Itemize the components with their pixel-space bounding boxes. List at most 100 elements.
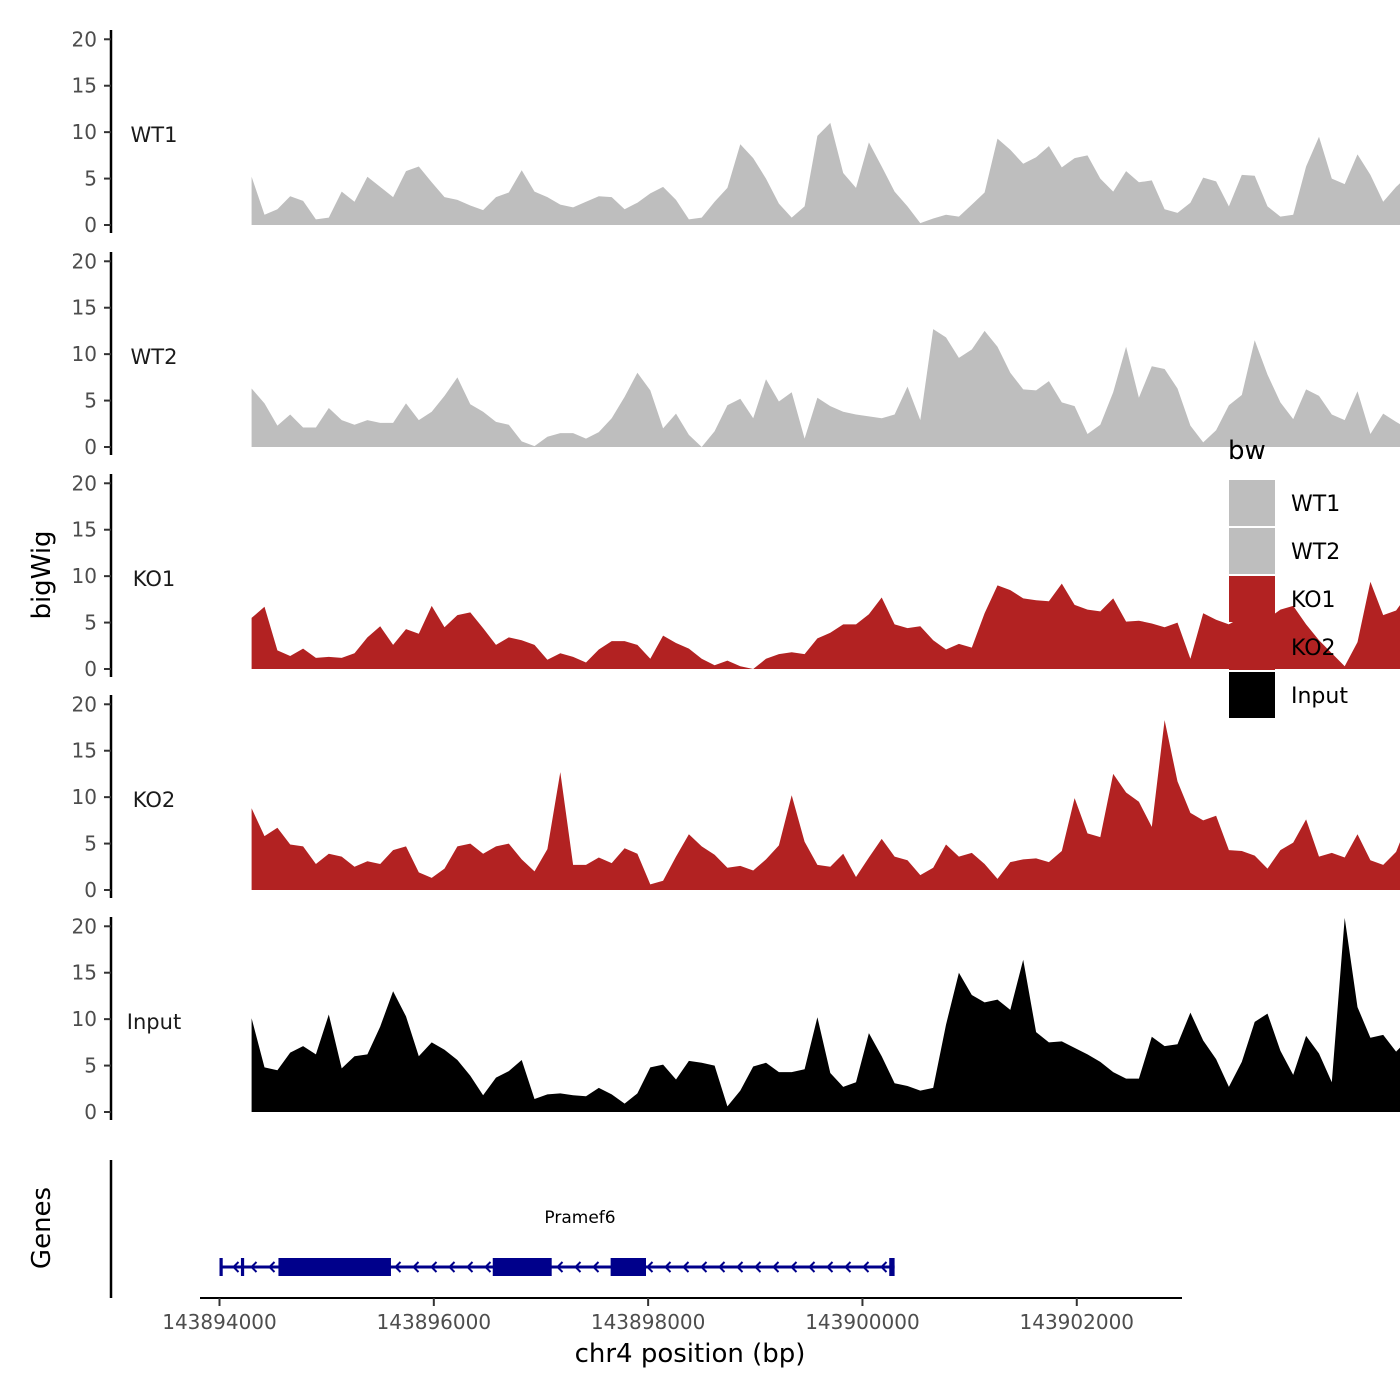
strand-arrow-icon — [880, 1261, 888, 1273]
y-tick-label: 5 — [84, 832, 97, 856]
legend-label: WT2 — [1291, 540, 1340, 565]
y-tick-label: 15 — [72, 74, 97, 98]
strand-arrow-icon — [736, 1261, 744, 1273]
strand-arrow-icon — [484, 1261, 492, 1273]
strand-arrow-icon — [646, 1261, 654, 1273]
genes-track: Genes Pramef6 — [27, 1160, 895, 1298]
y-tick-label: 10 — [72, 564, 97, 588]
y-tick-label: 20 — [72, 692, 97, 716]
y-tick-label: 5 — [84, 611, 97, 635]
gene-model — [219, 1258, 895, 1276]
panel-ko2: 0 5 10 15 20 KO2 — [72, 692, 1400, 902]
y-tick-label: 15 — [72, 296, 97, 320]
y-tick-label: 10 — [72, 1007, 97, 1031]
strand-arrow-icon — [664, 1261, 672, 1273]
legend-swatch — [1229, 624, 1275, 670]
strand-arrow-icon — [448, 1261, 456, 1273]
y-tick-label: 10 — [72, 342, 97, 366]
strand-arrow-icon — [250, 1261, 258, 1273]
legend-label: Input — [1291, 684, 1348, 709]
strand-arrow-icon — [682, 1261, 690, 1273]
legend-item-wt2: WT2 — [1229, 528, 1340, 574]
panel-input: 0 5 10 15 20 Input — [72, 914, 1400, 1124]
legend: bw WT1 WT2 KO1 KO2 Input — [1228, 436, 1348, 718]
genes-track-title: Genes — [27, 1187, 57, 1269]
coverage-area-ko2 — [251, 720, 1400, 890]
y-tick-label: 0 — [84, 1100, 97, 1124]
gene-exon — [219, 1258, 223, 1276]
strand-arrow-icon — [394, 1261, 402, 1273]
gene-name-label: Pramef6 — [544, 1208, 615, 1228]
y-tick-label: 5 — [84, 389, 97, 413]
strand-arrow-icon — [592, 1261, 600, 1273]
y-tick-label: 0 — [84, 657, 97, 681]
x-tick-label: 143896000 — [377, 1310, 492, 1334]
y-tick-label: 0 — [84, 878, 97, 902]
y-tick-label: 20 — [72, 471, 97, 495]
y-tick-label: 0 — [84, 435, 97, 459]
strand-arrow-icon — [772, 1261, 780, 1273]
x-tick-label: 143898000 — [591, 1310, 706, 1334]
legend-title: bw — [1228, 436, 1266, 466]
legend-label: WT1 — [1291, 492, 1340, 517]
y-tick-label: 5 — [84, 1054, 97, 1078]
strand-arrow-icon — [808, 1261, 816, 1273]
y-tick-label: 20 — [72, 914, 97, 938]
coverage-area-input — [251, 917, 1400, 1112]
track-label-wt1: WT1 — [131, 123, 178, 147]
strand-arrow-icon — [862, 1261, 870, 1273]
y-tick-label: 15 — [72, 961, 97, 985]
y-tick-label: 10 — [72, 120, 97, 144]
strand-arrow-icon — [412, 1261, 420, 1273]
y-tick-label: 15 — [72, 739, 97, 763]
strand-arrow-icon — [430, 1261, 438, 1273]
legend-swatch — [1229, 480, 1275, 526]
legend-items: WT1 WT2 KO1 KO2 Input — [1229, 480, 1348, 718]
legend-swatch — [1229, 576, 1275, 622]
y-tick-label: 20 — [72, 249, 97, 273]
strand-arrow-icon — [826, 1261, 834, 1273]
track-label-input: Input — [127, 1010, 181, 1034]
gene-exon — [278, 1258, 391, 1276]
y-tick-label: 10 — [72, 785, 97, 809]
gene-exon — [889, 1258, 895, 1276]
y-axis-title: bigWig — [27, 530, 57, 619]
track-label-ko2: KO2 — [133, 788, 176, 812]
coverage-area-wt2 — [251, 329, 1400, 447]
strand-arrow-icon — [232, 1261, 240, 1273]
y-tick-label: 20 — [72, 27, 97, 51]
strand-arrow-icon — [574, 1261, 582, 1273]
legend-label: KO2 — [1291, 636, 1336, 661]
gene-exon — [610, 1258, 646, 1276]
y-tick-label: 5 — [84, 167, 97, 191]
strand-arrow-icon — [844, 1261, 852, 1273]
y-tick-label: 0 — [84, 213, 97, 237]
x-tick-label: 143900000 — [805, 1310, 920, 1334]
track-label-wt2: WT2 — [131, 345, 178, 369]
track-label-ko1: KO1 — [133, 567, 176, 591]
strand-arrow-icon — [556, 1261, 564, 1273]
strand-arrow-icon — [754, 1261, 762, 1273]
strand-arrow-icon — [790, 1261, 798, 1273]
legend-item-input: Input — [1229, 672, 1348, 718]
gene-exon — [492, 1258, 552, 1276]
y-tick-label: 15 — [72, 518, 97, 542]
legend-swatch — [1229, 528, 1275, 574]
strand-arrow-icon — [718, 1261, 726, 1273]
x-axis: 143894000 143896000 143898000 143900000 1439… — [162, 1297, 1182, 1369]
legend-item-ko1: KO1 — [1229, 576, 1336, 622]
coverage-area-ko1 — [251, 581, 1400, 669]
panel-wt2: 0 5 10 15 20 WT2 — [72, 249, 1400, 459]
x-tick-label: 143894000 — [162, 1310, 277, 1334]
x-axis-ticks: 143894000 143896000 143898000 143900000 1439… — [162, 1298, 1134, 1334]
coverage-area-wt1 — [251, 122, 1400, 225]
strand-arrow-icon — [466, 1261, 474, 1273]
strand-arrow-icon — [700, 1261, 708, 1273]
legend-swatch — [1229, 672, 1275, 718]
x-axis-title: chr4 position (bp) — [575, 1339, 806, 1369]
legend-item-ko2: KO2 — [1229, 624, 1336, 670]
x-tick-label: 143902000 — [1020, 1310, 1135, 1334]
legend-item-wt1: WT1 — [1229, 480, 1340, 526]
